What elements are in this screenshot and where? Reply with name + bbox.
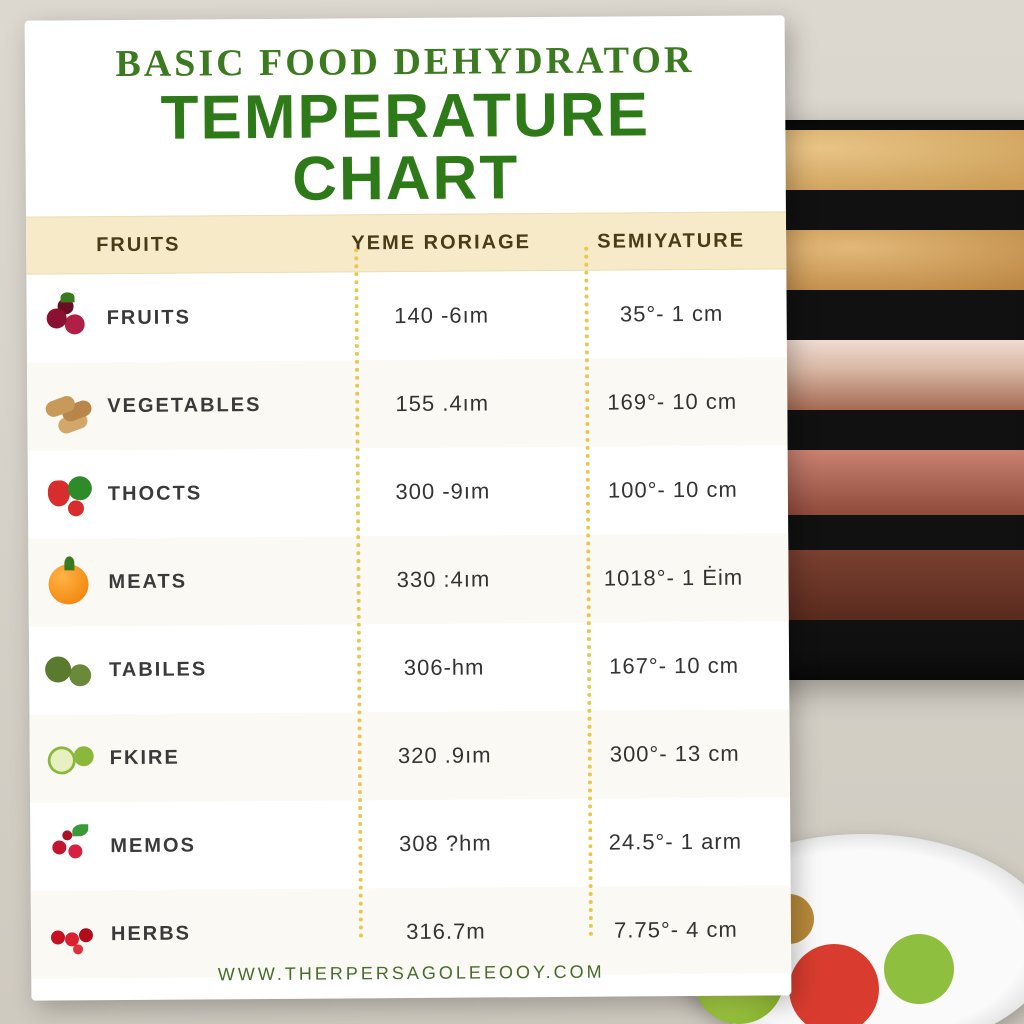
row-value-1: 300 -9ım [328, 478, 558, 506]
row-label: VEGETABLES [107, 393, 327, 418]
row-value-2: 169°- 10 cm [557, 388, 787, 416]
row-value-2: 7.75°- 4 cm [561, 916, 791, 944]
peanuts-icon [27, 366, 108, 447]
row-value-2: 1018°- 1 Ėim [558, 564, 788, 592]
table-row: VEGETABLES155 .4ım169°- 10 cm [27, 357, 788, 450]
header-col-2: YEME RORIAGE [326, 230, 556, 255]
table-row: THOCTS300 -9ım100°- 10 cm [28, 445, 789, 538]
table-body: FRUITS140 -6ım35°- 1 cmVEGETABLES155 .4ı… [26, 269, 791, 978]
row-value-2: 35°- 1 cm [557, 300, 787, 328]
row-value-1: 320 .9ım [330, 742, 560, 770]
row-label: MEATS [108, 569, 328, 594]
orange-icon [28, 542, 109, 623]
title-line2: TEMPERATURE CHART [45, 83, 766, 212]
row-value-1: 140 -6ım [327, 302, 557, 330]
row-value-2: 100°- 10 cm [558, 476, 788, 504]
header-col-1: FRUITS [26, 232, 326, 257]
row-label: TABILES [109, 657, 329, 682]
row-value-1: 330 :4ım [328, 566, 558, 594]
table-row: FKIRE320 .9ım300°- 13 cm [29, 709, 790, 802]
limes-icon [29, 630, 110, 711]
row-value-1: 316.7m [331, 918, 561, 946]
berries-icon [26, 278, 107, 359]
row-value-1: 308 ?hm [330, 830, 560, 858]
row-label: MEMOS [110, 833, 330, 858]
footer-url: WWW.THERPERSAGOLEEOOY.COM [31, 960, 791, 986]
table-row: TABILES306-hm167°- 10 cm [29, 621, 790, 714]
scene: BASIC FOOD DEHYDRATOR TEMPERATURE CHART … [0, 0, 1024, 1024]
table-row: MEATS330 :4ım1018°- 1 Ėim [28, 533, 789, 626]
strawb-icon [28, 454, 109, 535]
row-value-2: 300°- 13 cm [560, 740, 790, 768]
row-value-1: 155 .4ım [327, 390, 557, 418]
row-label: HERBS [111, 921, 331, 946]
header-col-3: SEMIYATURE [556, 229, 786, 254]
cuke-icon [29, 718, 110, 799]
row-label: FRUITS [107, 305, 327, 330]
red-icon [31, 894, 112, 975]
row-value-2: 24.5°- 1 arm [560, 828, 790, 856]
title-line1: BASIC FOOD DEHYDRATOR [45, 37, 765, 86]
row-value-2: 167°- 10 cm [559, 652, 789, 680]
chart-card: BASIC FOOD DEHYDRATOR TEMPERATURE CHART … [25, 15, 792, 1000]
table-row: MEMOS308 ?hm24.5°- 1 arm [30, 797, 791, 890]
cran-icon [30, 806, 111, 887]
table-row: FRUITS140 -6ım35°- 1 cm [26, 269, 787, 362]
row-label: FKIRE [110, 745, 330, 770]
row-label: THOCTS [108, 481, 328, 506]
table-header: FRUITS YEME RORIAGE SEMIYATURE [26, 211, 786, 274]
row-value-1: 306-hm [329, 654, 559, 682]
title-block: BASIC FOOD DEHYDRATOR TEMPERATURE CHART [25, 15, 786, 216]
